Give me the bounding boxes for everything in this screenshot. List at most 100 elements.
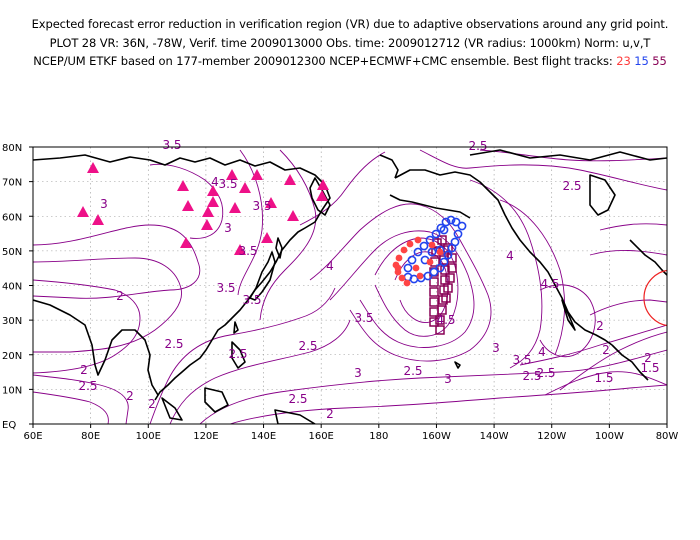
- flight-track-red: [392, 236, 444, 287]
- contour-line: [419, 149, 667, 191]
- contour-label: 2.5: [468, 139, 487, 153]
- track-marker-blue: [439, 257, 449, 267]
- track-marker-blue: [403, 263, 413, 273]
- longitude-labels: 60E 80E 100E 120E 140E 160E 180 160W 140W 120W 100…: [23, 431, 678, 442]
- contour-line: [599, 223, 667, 231]
- contour-label: 2: [326, 407, 334, 421]
- lon-label: 140E: [251, 431, 276, 442]
- triangle-marker: [180, 237, 192, 248]
- track-marker-purple: [429, 287, 439, 297]
- track-marker-red: [398, 274, 406, 282]
- lon-label: 160W: [422, 431, 451, 442]
- contour-label: 2: [602, 343, 610, 357]
- track-marker-blue: [447, 243, 457, 253]
- contour-line: [33, 224, 201, 299]
- contour-label: 4: [326, 259, 334, 273]
- track-marker-purple: [435, 315, 445, 325]
- contour-line: [237, 149, 263, 296]
- contour-label: 3.5: [252, 199, 271, 213]
- contour-label: 3.5: [354, 311, 373, 325]
- contour-label: 3: [492, 341, 500, 355]
- contour-line: [33, 374, 129, 424]
- triangle-marker: [317, 179, 329, 190]
- track-marker-red: [403, 279, 411, 287]
- contour-line: [33, 391, 109, 424]
- contour-line: [329, 230, 475, 348]
- track-marker-blue: [453, 229, 463, 239]
- triangle-marker: [202, 206, 214, 217]
- triangle-marker: [261, 232, 273, 243]
- contour-label: 2: [596, 319, 604, 333]
- contour-line: [259, 149, 317, 321]
- track-count-red: 23: [616, 54, 631, 68]
- contour-label: 1.5: [640, 361, 659, 375]
- coastline-hudson: [589, 174, 616, 216]
- triangle-marker: [201, 219, 213, 230]
- triangle-marker: [251, 169, 263, 180]
- verification-region-circle: [643, 269, 667, 327]
- track-marker-blue: [457, 221, 467, 231]
- track-marker-purple: [435, 325, 445, 335]
- track-marker-blue: [439, 225, 449, 235]
- contour-line: [519, 324, 667, 366]
- track-marker-blue: [435, 263, 445, 273]
- triangle-marker: [92, 214, 104, 225]
- contour-line: [539, 284, 596, 358]
- track-marker-blue: [413, 247, 423, 257]
- track-marker-red: [416, 272, 424, 280]
- track-marker-blue: [441, 217, 451, 227]
- contour-line: [544, 371, 667, 396]
- lon-label: 180: [369, 431, 388, 442]
- track-marker-purple: [438, 295, 448, 305]
- contour-label: 2.5: [298, 339, 317, 353]
- contour-line: [469, 179, 543, 369]
- coastline-eurasia: [33, 154, 331, 401]
- contour-label: 2.5: [403, 364, 422, 378]
- triangle-markers: [77, 162, 329, 255]
- track-marker-blue: [446, 215, 456, 225]
- coastline-eastcoast: [629, 239, 667, 276]
- title-line-2: PLOT 28 VR: 36N, -78W, Verif. time 20090…: [49, 36, 651, 50]
- contour-label: 4.5: [540, 277, 559, 291]
- track-marker-purple: [441, 293, 451, 303]
- track-marker-red: [395, 254, 403, 262]
- contour-label: 3: [444, 372, 452, 386]
- triangle-marker: [239, 182, 251, 193]
- contour-label: 3.5: [238, 244, 257, 258]
- coastline-taiwan: [233, 321, 239, 334]
- coastline-philippines: [231, 341, 246, 369]
- track-marker-blue: [407, 255, 417, 265]
- track-marker-purple: [437, 305, 447, 315]
- contour-line: [299, 151, 386, 226]
- coastline-japan: [249, 251, 276, 301]
- title-line-3: NCEP/UM ETKF based on 177-member 2009012…: [0, 54, 700, 68]
- lon-label: 80W: [656, 431, 679, 442]
- triangle-marker: [287, 210, 299, 221]
- triangle-marker: [182, 200, 194, 211]
- contour-label: 2.5: [522, 369, 541, 383]
- track-marker-blue: [419, 241, 429, 251]
- track-marker-red: [406, 240, 414, 248]
- coastline-newguinea: [274, 409, 316, 424]
- contour-label: 3.5: [218, 177, 237, 191]
- contour-label: 2.5: [164, 337, 183, 351]
- triangle-marker: [265, 197, 277, 208]
- contour-line: [149, 163, 224, 239]
- lon-label: 120E: [193, 431, 218, 442]
- triangle-marker: [229, 202, 241, 213]
- contour-label: 2: [148, 397, 156, 411]
- track-marker-purple: [445, 273, 455, 283]
- coastline-india: [33, 299, 159, 396]
- triangle-marker: [87, 162, 99, 173]
- contour-label: 4: [506, 249, 514, 263]
- contour-label: 2: [116, 289, 124, 303]
- title-line-1: Expected forecast error reduction in ver…: [31, 17, 669, 31]
- track-marker-purple: [429, 297, 439, 307]
- track-marker-blue: [451, 217, 461, 227]
- lat-label: 40N: [2, 282, 22, 293]
- track-marker-red: [394, 264, 402, 272]
- track-marker-red: [426, 258, 434, 266]
- contour-label: 1.5: [594, 371, 613, 385]
- track-marker-blue: [443, 250, 453, 260]
